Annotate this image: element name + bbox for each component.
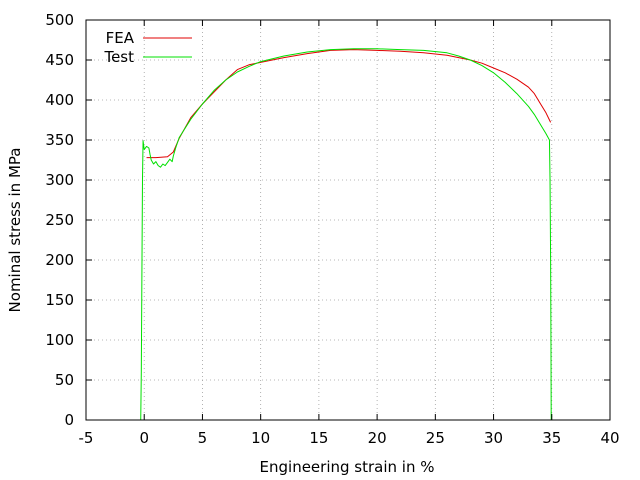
- plot-frame: [85, 19, 611, 421]
- y-tick-label: 300: [45, 171, 74, 189]
- y-tick-label: 450: [45, 51, 74, 69]
- x-tick-label: 10: [251, 429, 270, 447]
- x-tick-label: 40: [600, 429, 619, 447]
- y-tick-label: 250: [45, 211, 74, 229]
- x-tick-label: 20: [368, 429, 387, 447]
- legend-label-fea: FEA: [106, 29, 135, 47]
- y-tick-label: 50: [55, 371, 74, 389]
- x-tick-label: 0: [139, 429, 149, 447]
- x-tick-label: 5: [198, 429, 208, 447]
- x-tick-label: 15: [309, 429, 328, 447]
- x-tick-label: 30: [484, 429, 503, 447]
- tick-layer: -5 0 5 10 15 20 25 30 35 400501001502002503003504…: [45, 11, 619, 447]
- x-tick-label: -5: [79, 429, 94, 447]
- label-layer: Engineering strain in % Nominal stress i…: [6, 148, 434, 476]
- y-tick-label: 0: [64, 411, 74, 429]
- y-tick-label: 500: [45, 11, 74, 29]
- x-axis-label: Engineering strain in %: [260, 458, 435, 476]
- x-tick-label: 35: [542, 429, 561, 447]
- y-axis-label: Nominal stress in MPa: [6, 148, 24, 313]
- series-line-test: [140, 48, 552, 421]
- y-tick-label: 350: [45, 131, 74, 149]
- series-line-fea: [146, 49, 552, 159]
- x-tick-label: 25: [426, 429, 445, 447]
- series-layer: [140, 48, 552, 421]
- y-tick-label: 150: [45, 291, 74, 309]
- legend-label-test: Test: [103, 48, 134, 66]
- y-tick-label: 100: [45, 331, 74, 349]
- y-tick-label: 200: [45, 251, 74, 269]
- grid-layer: [86, 20, 610, 420]
- y-tick-label: 400: [45, 91, 74, 109]
